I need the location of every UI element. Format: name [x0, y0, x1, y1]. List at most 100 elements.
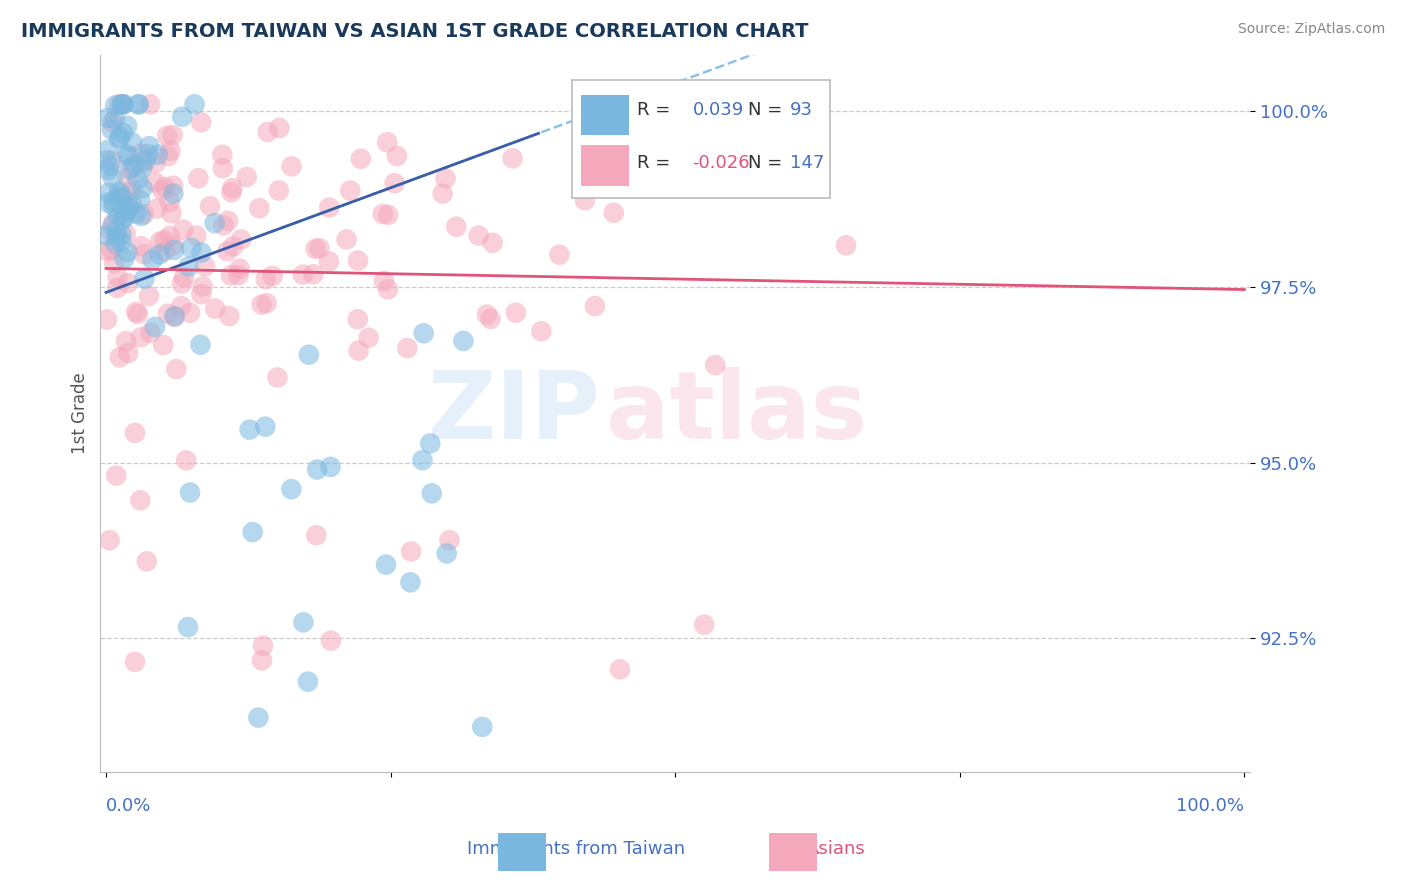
Point	[101, 153, 124, 168]
Point	[115, 119, 138, 133]
Point	[117, 346, 139, 360]
Point	[172, 110, 194, 124]
Point	[129, 193, 152, 207]
Point	[411, 453, 433, 467]
Text: IMMIGRANTS FROM TAIWAN VS ASIAN 1ST GRADE CORRELATION CHART: IMMIGRANTS FROM TAIWAN VS ASIAN 1ST GRAD…	[21, 22, 808, 41]
Point	[655, 178, 678, 193]
Point	[198, 199, 221, 213]
Point	[115, 147, 138, 161]
Point	[100, 243, 122, 257]
Text: R =: R =	[637, 153, 671, 171]
Text: 0.039: 0.039	[692, 102, 744, 120]
Point	[228, 268, 250, 283]
Point	[298, 348, 321, 362]
Point	[121, 136, 143, 150]
Point	[162, 186, 184, 201]
Text: 0.0%: 0.0%	[105, 797, 152, 814]
Point	[120, 162, 142, 177]
Point	[375, 558, 398, 572]
Point	[219, 268, 242, 283]
Point	[131, 181, 153, 195]
Point	[377, 282, 399, 296]
Point	[254, 272, 277, 286]
Text: 100.0%: 100.0%	[1177, 797, 1244, 814]
Point	[96, 244, 118, 258]
Point	[103, 194, 125, 209]
Point	[112, 126, 135, 140]
Point	[112, 97, 135, 112]
Text: Asians: Asians	[807, 840, 866, 858]
Point	[111, 191, 134, 205]
Point	[153, 244, 176, 259]
Point	[129, 147, 152, 161]
Point	[190, 245, 212, 260]
Point	[135, 153, 157, 168]
Point	[141, 252, 163, 267]
Point	[132, 155, 155, 169]
Point	[138, 139, 160, 153]
Point	[180, 241, 202, 255]
Point	[162, 128, 184, 142]
Point	[574, 193, 596, 207]
Text: N =: N =	[748, 153, 782, 171]
Point	[128, 97, 150, 112]
Point	[143, 176, 166, 190]
Point	[96, 312, 118, 326]
Point	[671, 171, 693, 186]
Point	[125, 206, 148, 220]
Point	[104, 236, 127, 251]
Point	[530, 324, 553, 338]
Point	[291, 268, 314, 282]
Point	[103, 256, 125, 270]
Point	[108, 351, 131, 365]
Point	[221, 181, 243, 195]
Point	[105, 468, 128, 483]
Point	[121, 184, 143, 198]
Point	[269, 120, 291, 135]
Point	[114, 252, 136, 266]
Point	[446, 219, 468, 234]
Point	[191, 279, 214, 293]
Point	[505, 306, 527, 320]
Point	[163, 309, 186, 323]
Point	[129, 209, 152, 223]
Point	[436, 546, 458, 560]
Point	[211, 147, 233, 161]
Point	[247, 710, 270, 724]
Point	[186, 228, 208, 243]
Point	[475, 308, 498, 322]
Point	[165, 362, 187, 376]
Point	[121, 197, 143, 211]
Point	[156, 128, 179, 143]
Point	[104, 98, 127, 112]
Point	[159, 229, 181, 244]
Point	[385, 149, 408, 163]
Point	[111, 97, 134, 112]
Point	[94, 228, 117, 243]
Point	[218, 309, 240, 323]
Point	[160, 206, 183, 220]
Point	[101, 219, 124, 233]
Point	[419, 436, 441, 450]
Point	[239, 423, 262, 437]
Point	[114, 203, 136, 218]
Point	[221, 186, 243, 200]
Text: ZIP: ZIP	[427, 368, 600, 459]
Point	[187, 171, 209, 186]
Point	[153, 233, 176, 247]
Point	[105, 224, 128, 238]
Y-axis label: 1st Grade: 1st Grade	[72, 373, 89, 454]
Point	[159, 144, 181, 158]
Point	[434, 171, 457, 186]
Point	[174, 453, 197, 467]
Point	[132, 247, 155, 261]
Point	[157, 149, 180, 163]
Point	[97, 111, 120, 125]
Point	[280, 159, 302, 173]
Point	[222, 239, 245, 253]
Point	[124, 655, 146, 669]
Text: 93: 93	[790, 102, 813, 120]
Point	[190, 287, 212, 301]
Point	[377, 208, 399, 222]
Point	[115, 190, 138, 204]
